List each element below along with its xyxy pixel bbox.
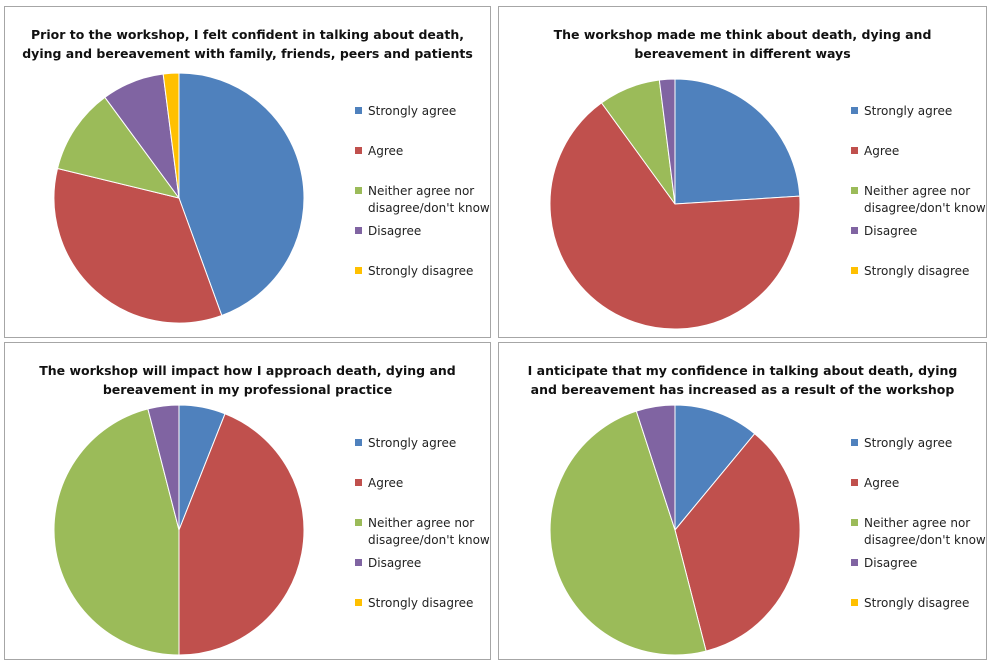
legend-label: Disagree [368, 556, 422, 570]
legend-label: Neither agree nor disagree/don't know [368, 516, 490, 547]
legend-label: Strongly agree [864, 104, 953, 118]
chart-title: The workshop made me think about death, … [499, 25, 986, 63]
legend-swatch [851, 147, 858, 154]
legend-swatch [851, 227, 858, 234]
legend-label: Neither agree nor disagree/don't know [864, 516, 986, 547]
legend-swatch [355, 519, 362, 526]
slice-neither [549, 410, 707, 656]
chart-title: The workshop will impact how I approach … [5, 361, 490, 399]
chart-legend: Strongly agree Agree Neither agree nor dis… [355, 103, 490, 283]
legend-label: Agree [368, 144, 404, 158]
legend-label: Strongly disagree [368, 264, 474, 278]
legend-swatch [851, 439, 858, 446]
legend-swatch [851, 479, 858, 486]
slice-agree [53, 167, 223, 324]
slice-strongly-agree [674, 404, 756, 532]
legend-swatch [355, 267, 362, 274]
slice-agree [549, 102, 801, 330]
slice-neither [56, 96, 181, 199]
chart-title: Prior to the workshop, I felt confident … [5, 25, 490, 63]
slice-disagree [658, 78, 676, 205]
slice-strongly-disagree [162, 72, 180, 199]
legend-label: Agree [864, 476, 900, 490]
chart-title-line: Prior to the workshop, I felt confident … [31, 27, 464, 42]
legend-label: Neither agree nor disagree/don't know [864, 184, 986, 215]
legend-label: Strongly agree [368, 436, 457, 450]
legend-label: Disagree [864, 556, 918, 570]
slice-agree [674, 432, 801, 652]
legend-swatch [355, 559, 362, 566]
legend-swatch [851, 267, 858, 274]
legend-label: Disagree [368, 224, 422, 238]
chart-panel-1: Prior to the workshop, I felt confident … [4, 6, 491, 338]
chart-legend: Strongly agree Agree Neither agree nor dis… [851, 435, 986, 615]
slice-strongly-agree [674, 78, 801, 205]
chart-panel-4: I anticipate that my confidence in talki… [498, 342, 987, 660]
slice-disagree [147, 404, 180, 531]
legend-label: Strongly disagree [368, 596, 474, 610]
legend-swatch [355, 107, 362, 114]
chart-panel-2: The workshop made me think about death, … [498, 6, 987, 338]
legend-label: Strongly agree [368, 104, 457, 118]
slice-strongly-agree [178, 72, 305, 317]
legend-swatch [851, 187, 858, 194]
legend-swatch [355, 187, 362, 194]
pie-chart [549, 404, 801, 656]
legend-swatch [355, 599, 362, 606]
legend-swatch [355, 147, 362, 154]
legend-label: Agree [368, 476, 404, 490]
chart-title-line: dying and bereavement with family, frien… [22, 46, 473, 61]
legend-label: Disagree [864, 224, 918, 238]
legend-label: Strongly disagree [864, 264, 970, 278]
chart-title: I anticipate that my confidence in talki… [499, 361, 986, 399]
chart-title-line: bereavement in different ways [634, 46, 851, 61]
legend-swatch [355, 439, 362, 446]
legend-swatch [355, 227, 362, 234]
legend-swatch [851, 559, 858, 566]
legend-label: Strongly disagree [864, 596, 970, 610]
chart-title-line: I anticipate that my confidence in talki… [527, 363, 958, 378]
legend-swatch [851, 519, 858, 526]
chart-legend: Strongly agree Agree Neither agree nor dis… [355, 435, 490, 615]
chart-title-line: The workshop will impact how I approach … [39, 363, 456, 378]
legend-label: Agree [864, 144, 900, 158]
legend-swatch [851, 599, 858, 606]
legend-label: Neither agree nor disagree/don't know [368, 184, 490, 215]
chart-legend: Strongly agree Agree Neither agree nor dis… [851, 103, 986, 283]
chart-title-line: and bereavement has increased as a resul… [530, 382, 955, 397]
pie-chart [549, 78, 801, 330]
chart-title-line: bereavement in my professional practice [102, 382, 393, 397]
slice-neither [53, 408, 180, 656]
chart-panel-3: The workshop will impact how I approach … [4, 342, 491, 660]
slice-disagree [635, 404, 676, 531]
slice-agree [178, 413, 305, 656]
pie-chart [53, 72, 305, 324]
legend-label: Strongly agree [864, 436, 953, 450]
legend-swatch [355, 479, 362, 486]
chart-title-line: The workshop made me think about death, … [553, 27, 932, 42]
pie-chart [53, 404, 305, 656]
legend-swatch [851, 107, 858, 114]
